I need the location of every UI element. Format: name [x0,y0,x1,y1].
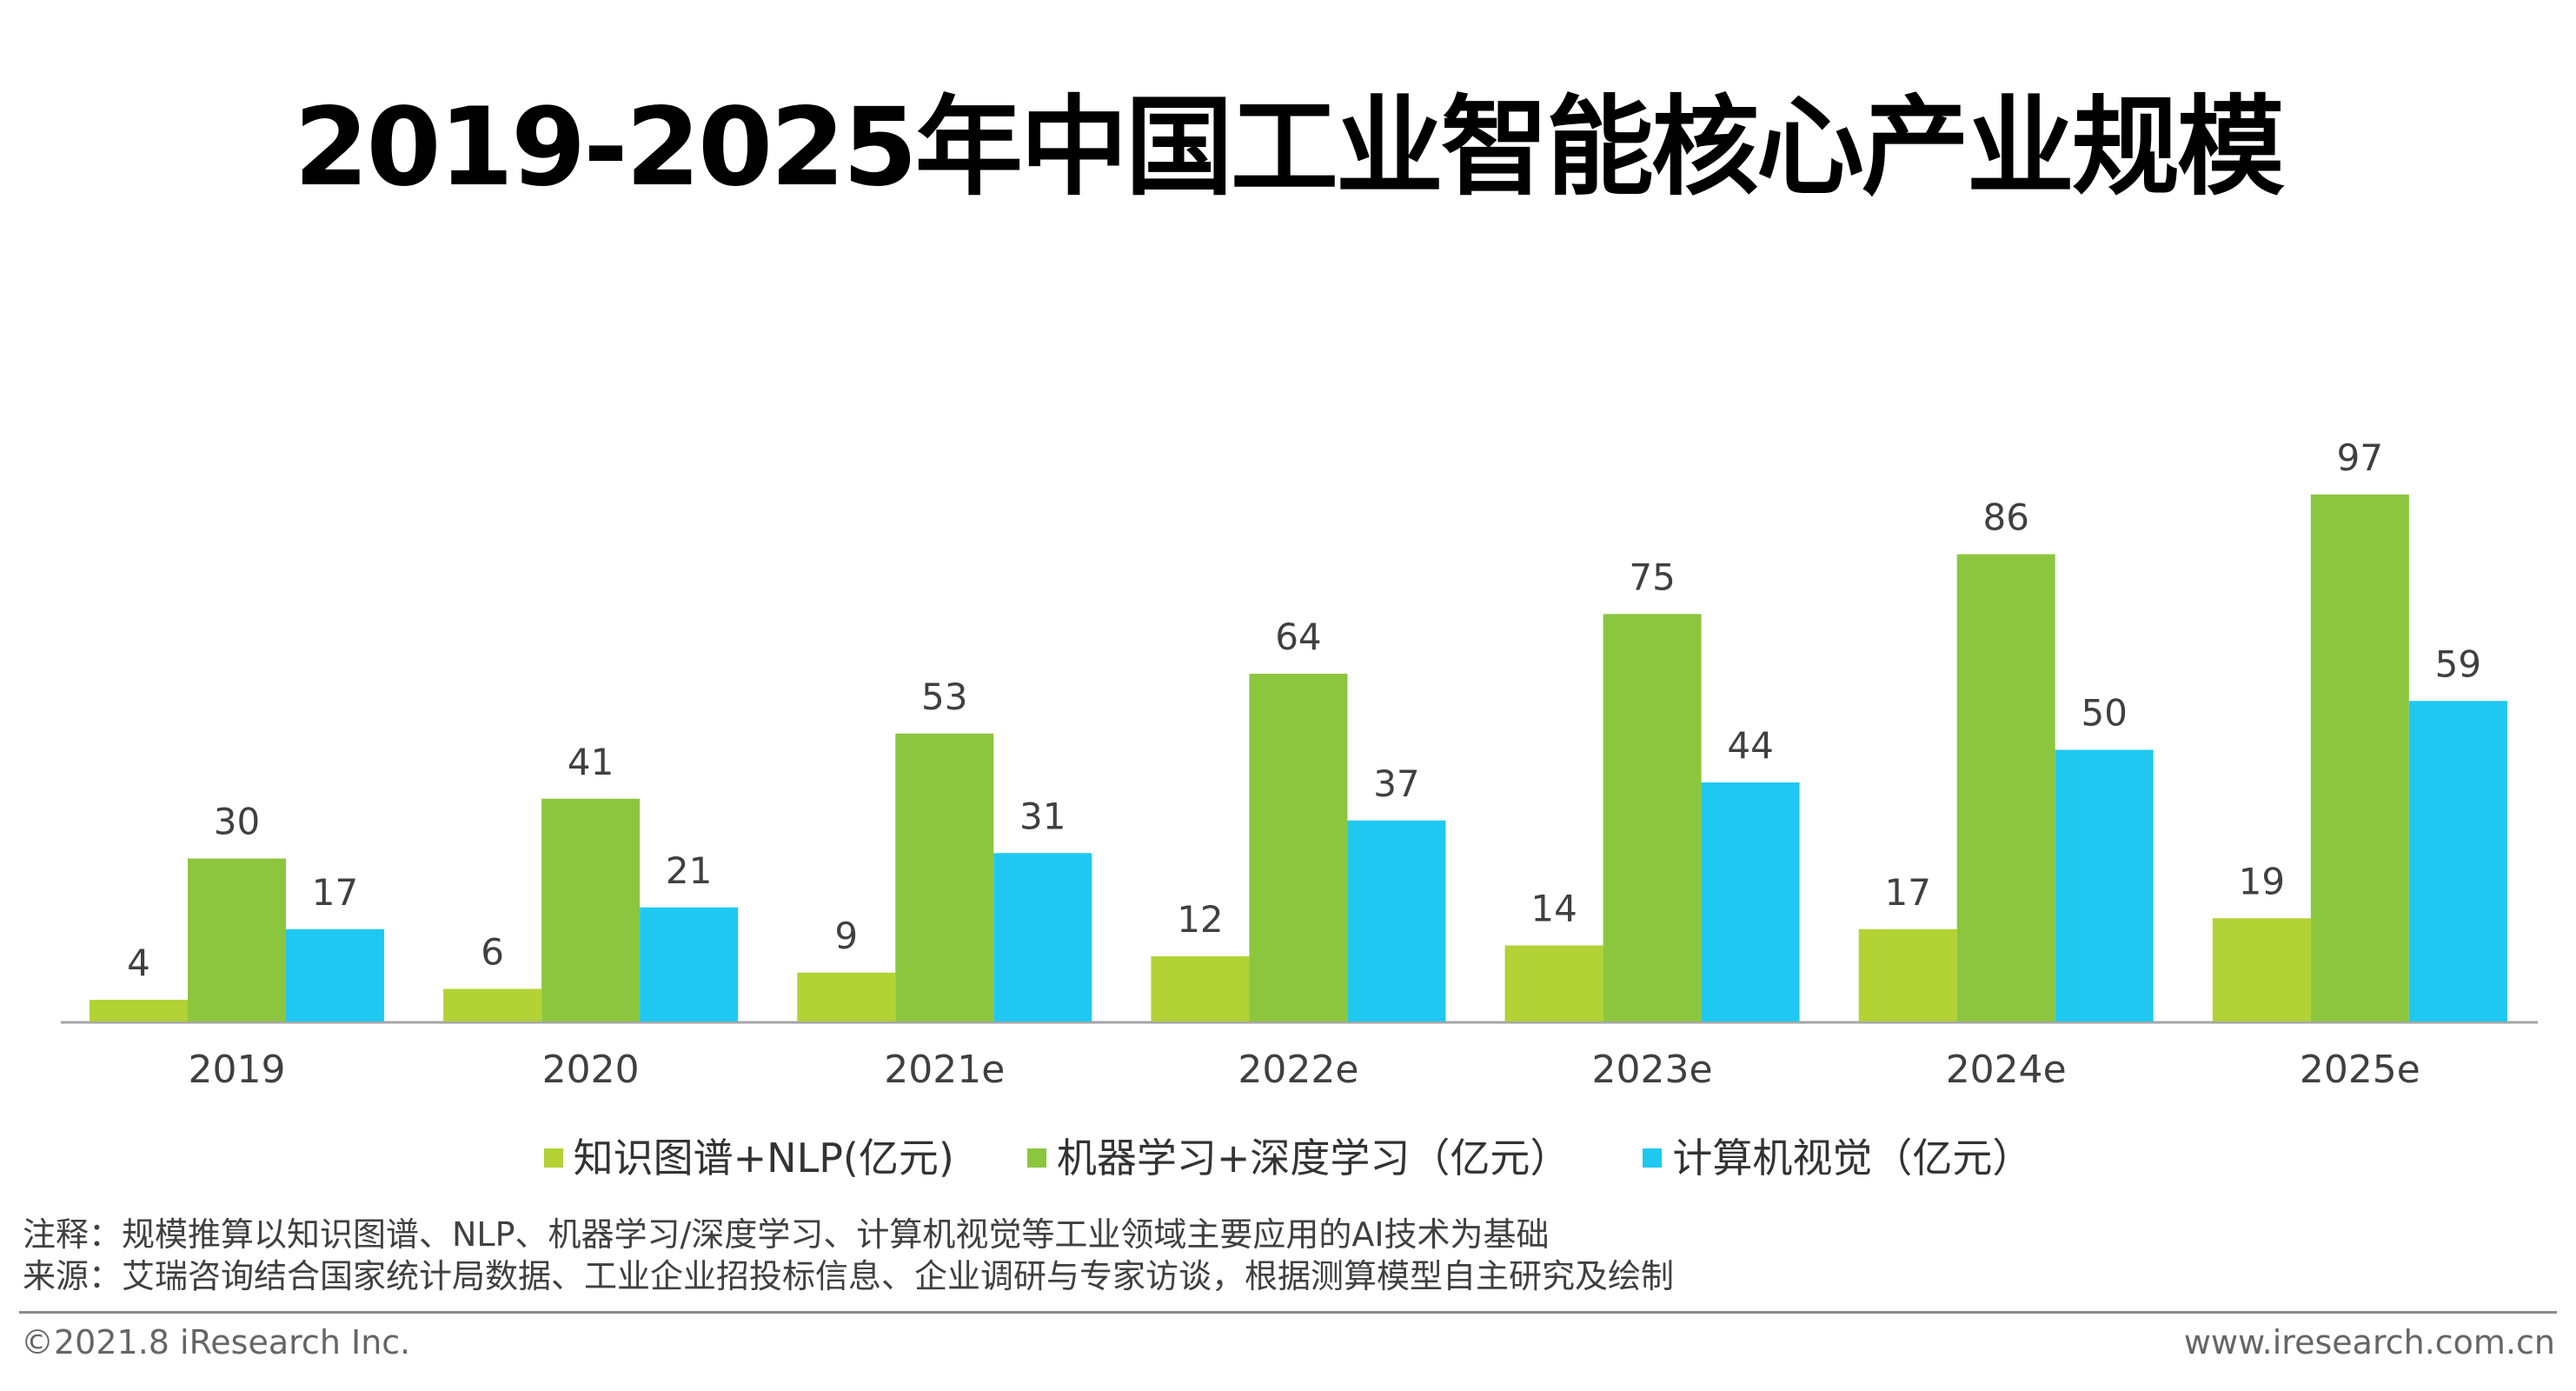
data-label: 19 [2239,860,2285,902]
legend-item-computer-vision: 计算机视觉（亿元） [1643,1132,2032,1184]
x-tick-label: 2023e [1592,1048,1713,1092]
x-tick-label: 2019 [189,1048,286,1092]
chart-legend: 知识图谱+NLP(亿元) 机器学习+深度学习（亿元） 计算机视觉（亿元） [0,1132,2576,1184]
bar [1956,554,2055,1022]
data-label: 64 [1275,616,1321,658]
footer-divider [19,1311,2557,1314]
bar [443,988,542,1022]
note-text: 注释：规模推算以知识图谱、NLP、机器学习/深度学习、计算机视觉等工业领域主要应… [23,1215,1550,1254]
data-label: 75 [1629,556,1675,598]
x-tick-label: 2022e [1238,1048,1358,1092]
data-label: 41 [568,741,614,783]
legend-swatch [1026,1148,1046,1168]
bar [1249,674,1348,1022]
data-label: 97 [2337,436,2383,479]
data-label: 12 [1177,898,1223,941]
bar [895,733,994,1022]
website-link[interactable]: www.iresearch.com.cn [2183,1323,2555,1361]
bar-chart: 4 30 17 2019 6 41 21 2020 9 53 31 2021e 12 64 37 2022e 1… [61,436,2538,1092]
bar [1701,782,1800,1022]
data-label: 14 [1530,888,1577,930]
data-label: 17 [312,871,358,914]
bar [2055,749,2154,1022]
x-tick-label: 2024e [1946,1048,2067,1092]
data-label: 86 [1982,496,2028,539]
data-label: 50 [2081,692,2127,735]
data-label: 37 [1373,762,1419,805]
x-tick-label: 2021e [884,1048,1005,1092]
legend-item-machine-learning: 机器学习+深度学习（亿元） [1026,1132,1570,1184]
chart-notes: 注释：规模推算以知识图谱、NLP、机器学习/深度学习、计算机视觉等工业领域主要应… [23,1214,1674,1297]
bar [2310,494,2409,1022]
legend-swatch [543,1148,563,1168]
bar [993,853,1092,1022]
data-label: 53 [921,676,967,718]
bar [188,858,286,1022]
source-text: 来源：艾瑞咨询结合国家统计局数据、工业企业招投标信息、企业调研与专家访谈，根据测… [23,1257,1675,1295]
bar [1858,928,1957,1022]
bar [640,907,739,1022]
legend-item-knowledge-graph-nlp: 知识图谱+NLP(亿元) [543,1132,954,1184]
legend-swatch [1643,1148,1663,1168]
bar [797,972,896,1022]
data-label: 17 [1884,871,1930,914]
chart-title: 2019-2025年中国工业智能核心产业规模 [294,85,2285,210]
copyright-text: ©2021.8 iResearch Inc. [21,1323,411,1361]
bar [2212,918,2311,1022]
data-label: 31 [1019,795,1066,837]
bar [2408,701,2507,1022]
x-tick-label: 2020 [542,1048,640,1092]
data-label: 6 [481,931,504,974]
legend-label: 机器学习+深度学习（亿元） [1056,1135,1570,1181]
bar [286,928,384,1022]
bar [1504,945,1603,1022]
bar [541,798,641,1022]
bar [1151,956,1250,1022]
bar [1603,614,1702,1022]
legend-label: 计算机视觉（亿元） [1672,1135,2033,1181]
x-tick-label: 2025e [2300,1048,2420,1092]
bar [1347,820,1446,1022]
legend-label: 知识图谱+NLP(亿元) [573,1135,954,1181]
data-label: 59 [2435,642,2481,685]
data-label: 44 [1727,724,1773,767]
data-label: 30 [214,801,260,843]
data-label: 21 [666,849,712,892]
bar [90,1000,188,1022]
data-label: 9 [834,915,858,957]
data-label: 4 [127,942,150,984]
